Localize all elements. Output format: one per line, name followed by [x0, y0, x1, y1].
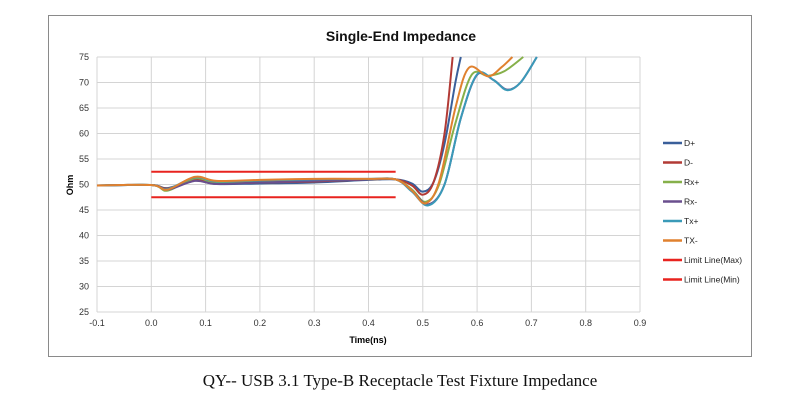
y-tick-label: 65	[79, 103, 89, 113]
x-tick-label: 0.2	[254, 318, 267, 328]
x-tick-label: 0.9	[634, 318, 647, 328]
series-line-tx-	[96, 56, 514, 205]
legend-label: Tx+	[684, 216, 698, 226]
y-tick-label: 25	[79, 307, 89, 317]
x-tick-label: 0.4	[362, 318, 375, 328]
y-tick-label: 35	[79, 256, 89, 266]
figure-caption: QY-- USB 3.1 Type-B Receptacle Test Fixt…	[202, 371, 598, 390]
x-tick-label: -0.1	[89, 318, 105, 328]
y-tick-label: 60	[79, 129, 89, 139]
legend-label: Rx+	[684, 177, 699, 187]
x-tick-label: 0.5	[417, 318, 430, 328]
x-tick-label: 0.3	[308, 318, 321, 328]
series-line-d-	[96, 56, 454, 196]
y-tick-label: 50	[79, 180, 89, 190]
x-tick-label: 0.6	[471, 318, 484, 328]
x-axis-label: Time(ns)	[349, 335, 386, 345]
y-tick-label: 30	[79, 282, 89, 292]
y-tick-label: 45	[79, 205, 89, 215]
y-axis-label: Ohm	[65, 175, 75, 196]
y-tick-label: 70	[79, 78, 89, 88]
legend-label: Limit Line(Min)	[684, 275, 740, 285]
y-tick-label: 55	[79, 154, 89, 164]
x-tick-label: 0.0	[145, 318, 158, 328]
x-tick-label: 0.8	[579, 318, 592, 328]
legend-label: D-	[684, 158, 693, 168]
legend-label: D+	[684, 138, 695, 148]
y-tick-label: 75	[79, 52, 89, 62]
legend-label: Rx-	[684, 197, 697, 207]
x-tick-label: 0.1	[199, 318, 212, 328]
x-tick-label: 0.7	[525, 318, 538, 328]
legend-label: Limit Line(Max)	[684, 255, 742, 265]
legend-label: TX-	[684, 236, 698, 246]
chart-frame	[48, 15, 752, 357]
chart-title: Single-End Impedance	[326, 28, 476, 44]
y-tick-label: 40	[79, 231, 89, 241]
